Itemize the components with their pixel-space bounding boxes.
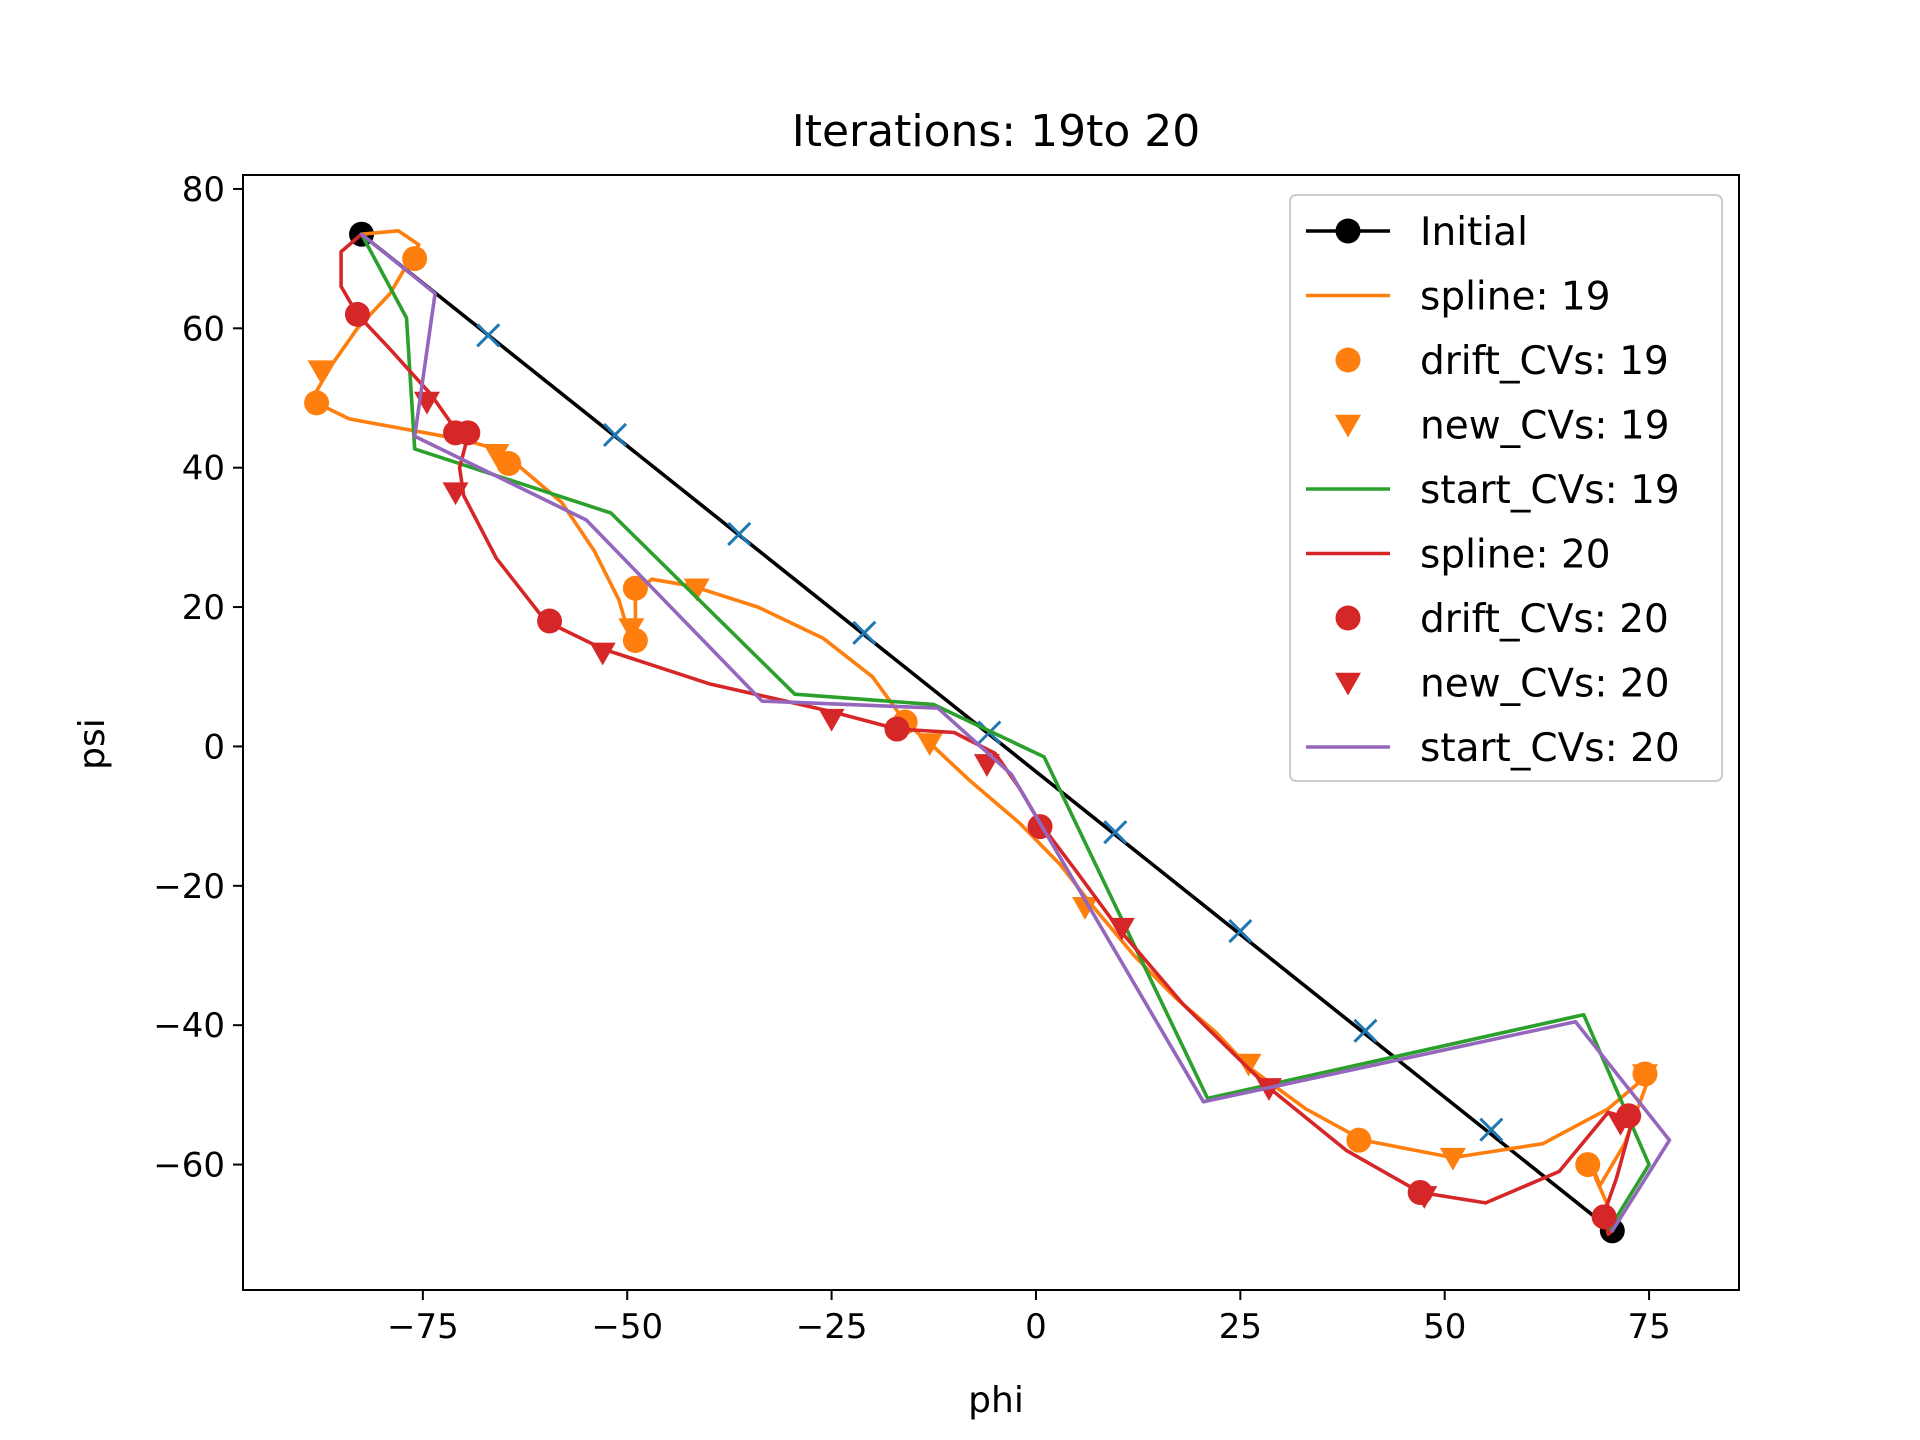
legend: Initial spline: 19 drift_CVs: 19 new_CVs: 1…	[1289, 194, 1723, 782]
legend-label-start-cvs-20: start_CVs: 20	[1420, 726, 1680, 771]
y-tick-label-7: 80	[182, 170, 225, 210]
new-cvs-20-marker-3	[818, 708, 845, 732]
axes-frame	[242, 174, 1740, 1291]
legend-marker-drift-cvs-19	[1335, 347, 1361, 373]
y-tick-label-0: −60	[153, 1146, 225, 1186]
legend-box	[1289, 194, 1723, 782]
y-axis-label: psi	[72, 718, 113, 770]
legend-marker-new-cvs-20	[1335, 672, 1361, 696]
legend-label-new-cvs-19: new_CVs: 19	[1420, 404, 1670, 449]
x-tick-label-1: −50	[591, 1307, 663, 1347]
legend-label-drift-cvs-19: drift_CVs: 19	[1420, 339, 1669, 384]
legend-label-spline-19: spline: 19	[1420, 275, 1611, 320]
intermediate-point-8	[1479, 1117, 1504, 1142]
drift-cvs-20-marker-4	[884, 716, 910, 742]
legend-label-drift-cvs-20: drift_CVs: 20	[1420, 597, 1669, 642]
new-cvs-19-marker-1	[483, 444, 510, 467]
drift-cvs-19-marker-6	[1346, 1127, 1372, 1153]
y-tick-label-2: −20	[153, 867, 225, 907]
axes: −75 −50 −25 0 25 50 75 −60 −40 −20 0 20 40 60 80	[153, 170, 1740, 1347]
legend-label-spline-20: spline: 20	[1420, 533, 1611, 578]
new-cvs-19-marker-8	[1631, 1064, 1658, 1087]
x-tick-label-3: 0	[1025, 1307, 1047, 1347]
drift-cvs-20-marker-3	[537, 608, 563, 634]
intermediate-point-6	[1228, 919, 1253, 944]
legend-label-new-cvs-20: new_CVs: 20	[1420, 662, 1670, 707]
y-tick-label-5: 40	[182, 449, 225, 489]
drift-cvs-20-marker-7	[1591, 1204, 1617, 1230]
intermediate-point-7	[1353, 1018, 1378, 1043]
intermediate-point-5	[1103, 820, 1128, 845]
new-cvs-20-marker-7	[1411, 1186, 1438, 1209]
y-tick-label-1: −40	[153, 1006, 225, 1046]
new-cvs-19-marker-5	[1072, 896, 1099, 920]
legend-marker-initial	[1335, 218, 1361, 244]
drift-cvs-19-marker-3	[622, 575, 648, 601]
x-axis-label: phi	[968, 1380, 1024, 1421]
drift-cvs-19-marker-0	[402, 246, 428, 272]
intermediate-point-1	[602, 422, 628, 447]
new-cvs-19-marker-7	[1439, 1147, 1466, 1171]
series-line-start-cvs-19	[359, 232, 1651, 1233]
intermediate-point-3	[852, 620, 877, 645]
plot-area	[304, 221, 1672, 1244]
x-tick-label-5: 50	[1423, 1307, 1466, 1347]
legend-label-initial: Initial	[1420, 210, 1528, 255]
new-cvs-20-marker-2	[589, 642, 616, 666]
x-tick-label-2: −25	[796, 1307, 868, 1347]
new-cvs-19-marker-0	[307, 360, 334, 384]
x-tick-label-0: −75	[387, 1307, 459, 1347]
drift-cvs-20-marker-0	[344, 301, 370, 327]
drift-cvs-19-marker-7	[1575, 1152, 1601, 1178]
intermediate-point-0	[476, 323, 501, 348]
chart-title: Iterations: 19to 20	[792, 106, 1201, 157]
series-line-initial	[359, 232, 1615, 1233]
drift-cvs-19-marker-2	[496, 451, 522, 477]
y-tick-label-3: 0	[203, 727, 225, 767]
new-cvs-19-marker-3	[683, 578, 710, 602]
legend-marker-new-cvs-19	[1335, 414, 1361, 438]
drift-cvs-19-marker-1	[304, 390, 330, 416]
y-tick-label-6: 60	[182, 309, 225, 349]
y-tick-label-4: 20	[182, 588, 225, 628]
new-cvs-20-marker-8	[1607, 1113, 1634, 1136]
legend-marker-drift-cvs-20	[1335, 605, 1361, 631]
new-cvs-20-marker-5	[1108, 917, 1135, 941]
intermediate-point-2	[727, 521, 752, 546]
legend-label-start-cvs-19: start_CVs: 19	[1420, 468, 1680, 513]
x-tick-label-6: 75	[1627, 1307, 1670, 1347]
x-tick-label-4: 25	[1219, 1307, 1262, 1347]
new-cvs-19-marker-2	[618, 618, 645, 641]
new-cvs-20-marker-1	[442, 482, 469, 506]
series-line-start-cvs-20	[359, 232, 1672, 1233]
drift-cvs-20-marker-2	[455, 420, 481, 446]
new-cvs-19-marker-6	[1235, 1053, 1262, 1077]
new-cvs-19-marker-4	[916, 733, 943, 756]
